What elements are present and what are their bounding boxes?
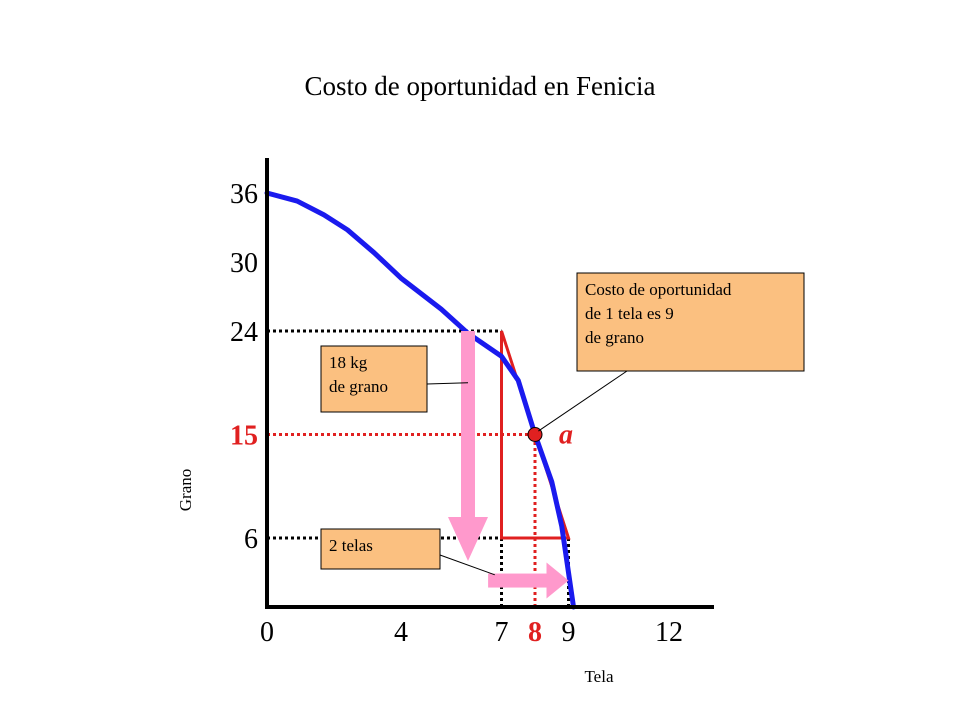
tick-labels: 0 4 7 8 9 12 6 15 24 30 36 [230,179,683,648]
y-axis-label: Grano [176,469,195,511]
y-tick-label-36: 36 [230,179,258,210]
callout-leader-line [439,554,495,576]
x-tick-label-12: 12 [655,617,683,648]
axes [265,158,714,609]
arrow-right [488,562,569,599]
arrow-shaft [488,573,547,588]
callout-18: 18 kg de grano [320,345,469,413]
x-axis-label: Tela [584,667,613,686]
callout-box [576,272,805,372]
chart-title: Costo de oportunidad en Fenicia [305,71,656,101]
y-tick-label-6: 6 [244,524,258,555]
y-tick-label-30: 30 [230,248,258,279]
callout-text-line: Costo de oportunidad [585,280,732,299]
callout-box [320,345,428,413]
callouts: 18 kg de grano 2 telas Costo de oportunidad… [320,272,805,576]
callout-leader-line [538,370,628,432]
callout-box [320,528,441,570]
x-tick-label-8: 8 [528,617,542,648]
callout-text-line: de grano [329,377,388,396]
callout-telas: 2 telas [320,528,495,576]
point-a-label: a [559,420,573,451]
callout-costo: Costo de oportunidad de 1 tela es 9 de gra… [538,272,805,432]
callout-leader-line [426,382,469,385]
callout-text-line: de grano [585,328,644,347]
callout-text-line: 18 kg [329,353,368,372]
arrow-down [448,331,488,561]
x-tick-label-0: 0 [260,617,274,648]
arrow-head [448,517,488,561]
arrow-head [546,562,569,599]
x-tick-label-9: 9 [562,617,576,648]
callout-text-line: 2 telas [329,536,373,555]
y-tick-label-24: 24 [230,317,258,348]
arrow-shaft [461,331,475,517]
x-tick-label-7: 7 [495,617,509,648]
callout-text-line: de 1 tela es 9 [585,304,674,323]
y-tick-label-15: 15 [230,421,258,452]
arrows [448,331,569,599]
point-group: a [527,420,573,451]
x-tick-label-4: 4 [394,617,408,648]
